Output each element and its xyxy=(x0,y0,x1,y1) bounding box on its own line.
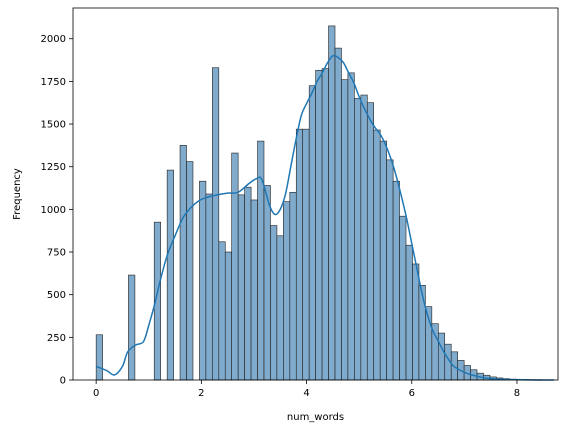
histogram-bar xyxy=(373,129,381,381)
histogram-bar xyxy=(237,194,245,381)
histogram-bar xyxy=(328,25,336,381)
histogram-bar xyxy=(218,241,226,381)
histogram-bar xyxy=(276,235,284,381)
histogram-bar xyxy=(315,69,323,381)
y-tick-label: 1000 xyxy=(41,205,66,216)
histogram-bar xyxy=(405,244,413,381)
histogram-bar xyxy=(437,332,446,381)
axes-frame xyxy=(72,7,559,381)
y-tick-label: 2000 xyxy=(41,34,66,45)
x-axis-ticks: 0 2 4 6 8 xyxy=(93,380,520,399)
histogram-bar xyxy=(224,251,232,381)
y-axis-ticks: 0 250 500 750 1000 1250 1500 1750 2000 xyxy=(41,34,73,387)
histogram-bar xyxy=(212,67,220,381)
histogram-bar xyxy=(418,284,426,381)
histogram-bar xyxy=(283,201,291,381)
y-tick-label: 1750 xyxy=(41,77,66,88)
histogram-bar xyxy=(334,47,342,381)
x-tick-label: 4 xyxy=(303,388,309,399)
histogram-bar xyxy=(295,128,303,381)
histogram-bar xyxy=(205,193,213,381)
histogram-bar xyxy=(289,191,297,381)
x-tick-label: 6 xyxy=(409,388,415,399)
x-tick-label: 2 xyxy=(198,388,204,399)
y-tick-label: 250 xyxy=(47,333,66,344)
y-tick-label: 0 xyxy=(60,376,66,387)
histogram-bar xyxy=(244,186,252,381)
histogram-bar xyxy=(321,68,329,381)
histogram-bar xyxy=(128,274,136,381)
histogram-bar xyxy=(250,199,258,381)
histogram-bar xyxy=(302,128,310,381)
x-tick-label: 8 xyxy=(514,388,520,399)
histogram-bar xyxy=(95,334,103,381)
histogram-bar xyxy=(199,180,207,381)
histogram-bar xyxy=(270,225,278,381)
histogram-bar xyxy=(392,180,400,381)
histogram-bar xyxy=(399,215,407,381)
kde-curve xyxy=(95,54,554,381)
histogram-bar xyxy=(360,94,368,381)
histogram-bar xyxy=(386,159,394,381)
histogram-bar xyxy=(308,85,316,381)
y-tick-label: 1250 xyxy=(41,162,66,173)
x-axis-label: num_words xyxy=(287,412,344,423)
y-axis-label: Frequency xyxy=(12,168,23,220)
histogram-bar xyxy=(379,140,387,381)
histogram-bar xyxy=(166,169,174,381)
histogram-bar xyxy=(412,263,420,381)
histogram-bar xyxy=(186,161,194,381)
y-tick-label: 500 xyxy=(47,290,66,301)
x-tick-label: 0 xyxy=(93,388,99,399)
histogram-bar xyxy=(341,79,349,381)
y-tick-label: 1500 xyxy=(41,120,66,131)
histogram-bar xyxy=(366,102,375,381)
histogram-bar xyxy=(263,185,271,381)
y-tick-label: 750 xyxy=(47,248,66,259)
histogram-bar xyxy=(354,98,362,381)
histogram-bar xyxy=(231,152,239,381)
histogram-bar xyxy=(179,145,187,381)
histogram-bar xyxy=(347,72,355,381)
